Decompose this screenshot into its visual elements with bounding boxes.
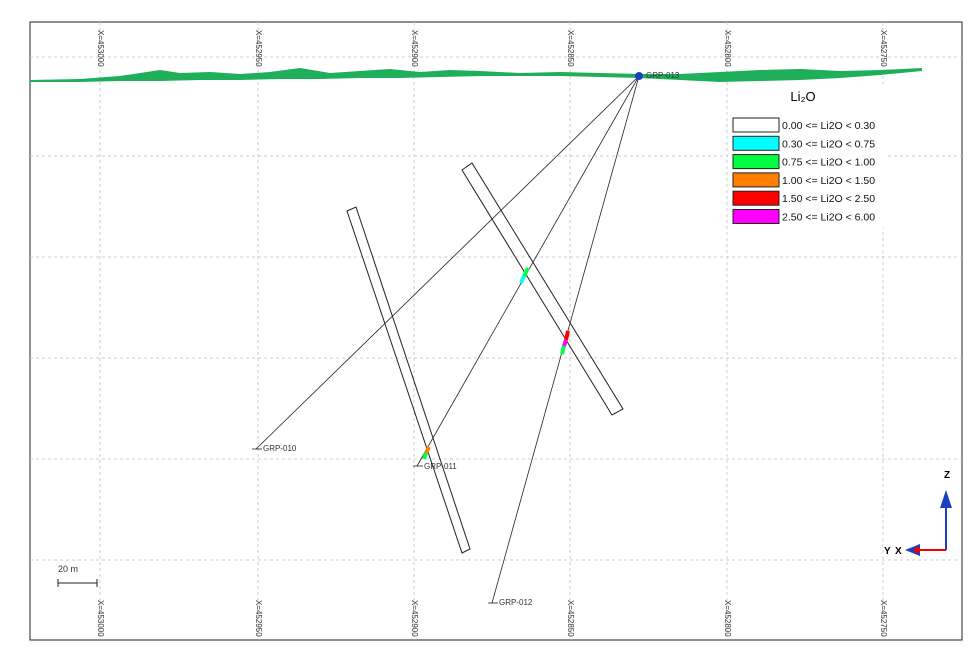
interval bbox=[522, 267, 530, 277]
y-arrow bbox=[905, 544, 920, 556]
hole-label: GRP-011 bbox=[424, 462, 457, 471]
axis-triad: Z Y X bbox=[884, 470, 952, 557]
legend-label: 0.00 <= Li2O < 0.30 bbox=[782, 120, 875, 132]
coordinate-label: X=452750 bbox=[879, 30, 888, 67]
z-arrow bbox=[940, 490, 952, 508]
legend-swatch bbox=[732, 190, 780, 206]
coordinate-label: X=453000 bbox=[96, 30, 105, 67]
legend: Li₂O 0.00 <= Li2O < 0.30 0.30 <= Li2O < 0… bbox=[728, 84, 888, 228]
coordinate-label: X=453000 bbox=[96, 600, 105, 637]
assay-intervals bbox=[422, 267, 570, 460]
interval bbox=[564, 330, 570, 341]
vein-outline bbox=[461, 162, 624, 416]
legend-swatch bbox=[732, 172, 780, 188]
legend-swatch bbox=[732, 154, 780, 170]
legend-swatch bbox=[732, 117, 780, 133]
coordinate-label: X=452850 bbox=[566, 600, 575, 637]
frame bbox=[29, 21, 963, 641]
legend-label: 1.50 <= Li2O < 2.50 bbox=[782, 193, 875, 205]
axis-label: X bbox=[895, 546, 902, 557]
hole-label: GRP-013 bbox=[646, 71, 680, 80]
axis-label: Y bbox=[884, 546, 891, 557]
axis-label: Z bbox=[944, 470, 950, 481]
coordinate-label: X=452950 bbox=[254, 600, 263, 637]
coordinate-label: X=452950 bbox=[254, 30, 263, 67]
hole-label: GRP-010 bbox=[263, 444, 297, 453]
topography bbox=[30, 68, 922, 82]
legend-swatch bbox=[732, 135, 780, 151]
interval bbox=[519, 275, 526, 284]
coordinate-label: X=452750 bbox=[879, 600, 888, 637]
drill-trace bbox=[255, 75, 640, 450]
legend-label: 1.00 <= Li2O < 1.50 bbox=[782, 175, 875, 187]
interval bbox=[422, 452, 428, 460]
coordinate-label: X=452800 bbox=[723, 30, 732, 67]
coordinate-label: X=452800 bbox=[723, 600, 732, 637]
legend-label: 0.30 <= Li2O < 0.75 bbox=[782, 138, 875, 150]
collar bbox=[635, 72, 643, 80]
legend-label: 0.75 <= Li2O < 1.00 bbox=[782, 157, 875, 169]
scale-label: 20 m bbox=[58, 564, 78, 574]
legend-swatch bbox=[732, 209, 780, 224]
interval bbox=[560, 345, 566, 355]
legend-label: 2.50 <= Li2O < 6.00 bbox=[782, 212, 875, 224]
origin bbox=[914, 547, 920, 553]
interval bbox=[562, 339, 568, 347]
coordinate-label: X=452900 bbox=[410, 30, 419, 67]
interval bbox=[424, 446, 431, 454]
legend-title: Li₂O bbox=[790, 89, 815, 104]
scale-bar: 20 m bbox=[57, 564, 98, 587]
coordinate-label: X=452900 bbox=[410, 600, 419, 637]
coordinate-label: X=452850 bbox=[566, 30, 575, 67]
vein-outline bbox=[346, 206, 471, 554]
hole-label: GRP-012 bbox=[499, 598, 533, 607]
